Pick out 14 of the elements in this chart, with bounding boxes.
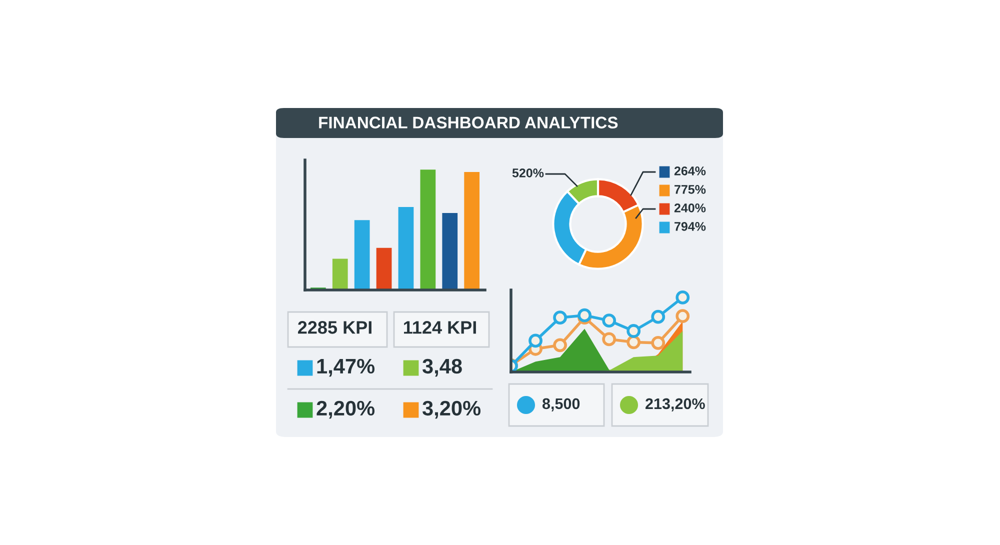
text: 2285 KPI: [298, 321, 372, 334]
text: 240%: [674, 204, 706, 212]
text: 1124 KPI: [404, 321, 476, 334]
text: 520%: [512, 168, 544, 178]
text: 1,47%: [317, 358, 375, 377]
text: 213,20%: [646, 398, 705, 412]
chart-title: FINANCIAL DASHBOARD ANALYTICS: [319, 116, 618, 128]
text: 775%: [674, 185, 706, 194]
text: 3,20%: [422, 400, 481, 419]
text: 8,500: [542, 398, 580, 412]
text: 794%: [674, 222, 706, 231]
text: 2,20%: [316, 400, 375, 419]
text: 3,48: [422, 358, 462, 377]
text: 264%: [674, 166, 706, 176]
